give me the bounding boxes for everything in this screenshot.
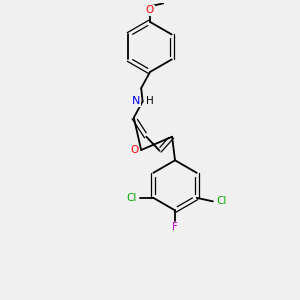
Text: N: N bbox=[132, 96, 140, 106]
Text: O: O bbox=[130, 145, 138, 155]
Text: O: O bbox=[146, 5, 154, 15]
Text: Cl: Cl bbox=[127, 193, 137, 203]
Text: H: H bbox=[146, 96, 154, 106]
Text: Cl: Cl bbox=[216, 196, 227, 206]
Text: F: F bbox=[172, 222, 178, 232]
